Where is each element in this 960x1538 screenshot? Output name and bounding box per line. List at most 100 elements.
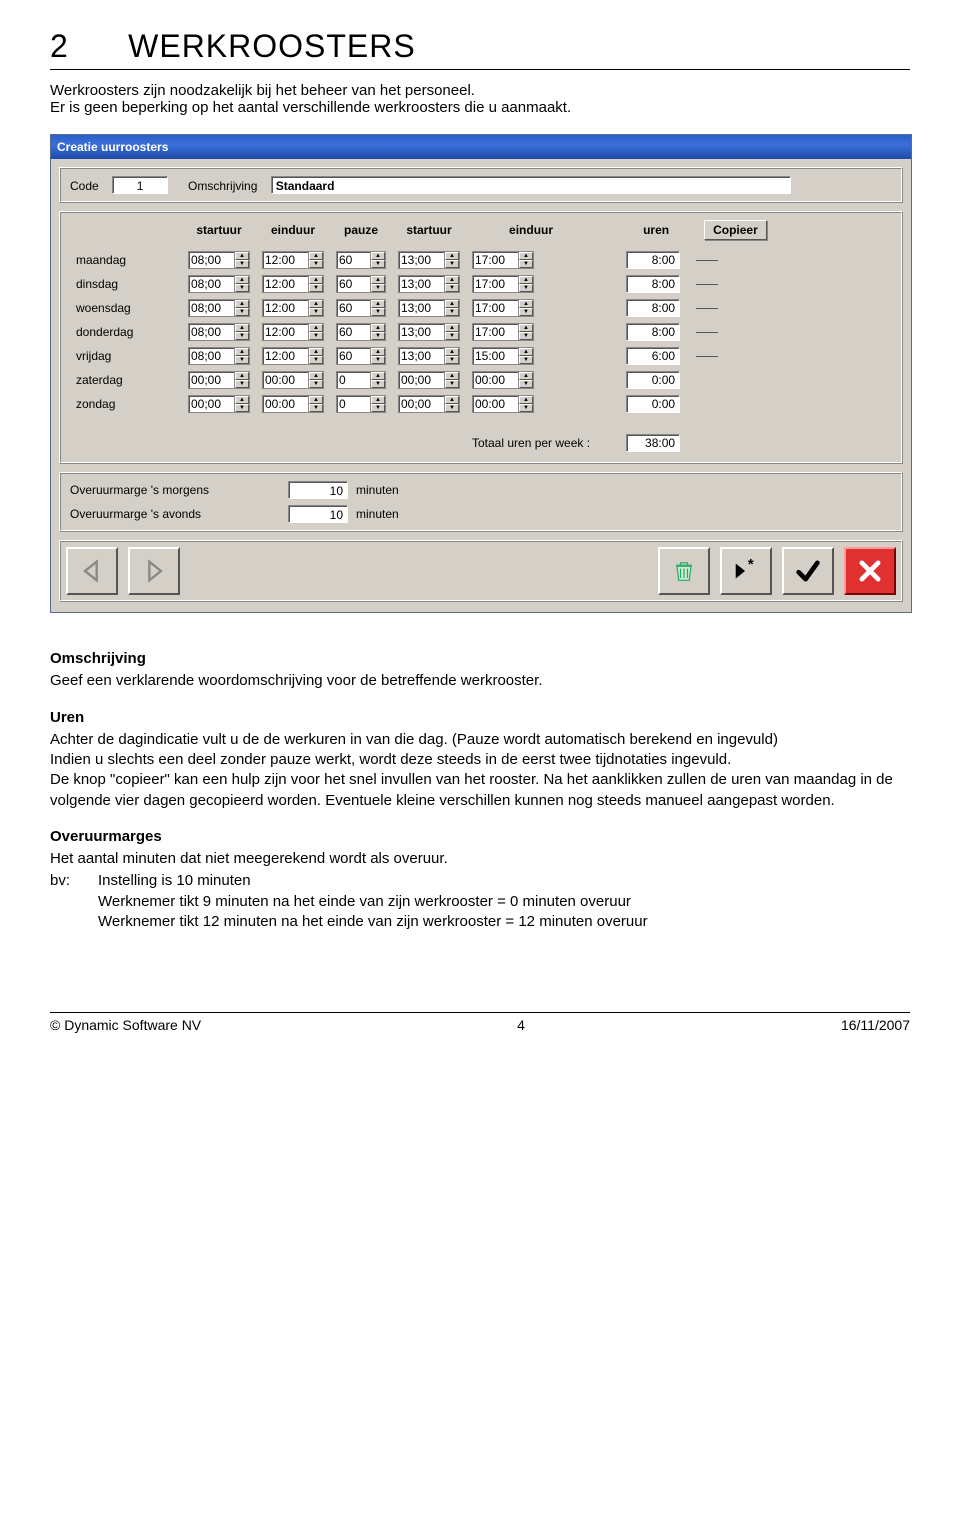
einduur1-spinner[interactable]: 12:00▲▼ — [262, 299, 324, 317]
new-button[interactable]: * — [720, 547, 772, 595]
einduur2-value[interactable]: 17:00 — [472, 251, 518, 269]
spinner-up-icon[interactable]: ▲ — [445, 348, 459, 356]
spinner-down-icon[interactable]: ▼ — [371, 404, 385, 412]
pauze-value[interactable]: 60 — [336, 275, 370, 293]
next-button[interactable] — [128, 547, 180, 595]
einduur1-spinner[interactable]: 12:00▲▼ — [262, 251, 324, 269]
startuur1-value[interactable]: 08;00 — [188, 299, 234, 317]
spinner-up-icon[interactable]: ▲ — [371, 348, 385, 356]
spinner-up-icon[interactable]: ▲ — [309, 276, 323, 284]
startuur1-value[interactable]: 08;00 — [188, 251, 234, 269]
startuur2-value[interactable]: 00;00 — [398, 371, 444, 389]
spinner-up-icon[interactable]: ▲ — [309, 396, 323, 404]
einduur2-value[interactable]: 15:00 — [472, 347, 518, 365]
spinner-down-icon[interactable]: ▼ — [235, 332, 249, 340]
spinner-down-icon[interactable]: ▼ — [309, 260, 323, 268]
spinner-down-icon[interactable]: ▼ — [445, 332, 459, 340]
margin-morning-input[interactable]: 10 — [288, 481, 348, 499]
margin-evening-input[interactable]: 10 — [288, 505, 348, 523]
spinner-up-icon[interactable]: ▲ — [235, 276, 249, 284]
pauze-value[interactable]: 0 — [336, 395, 370, 413]
einduur1-value[interactable]: 12:00 — [262, 299, 308, 317]
startuur2-value[interactable]: 13;00 — [398, 299, 444, 317]
einduur1-spinner[interactable]: 00:00▲▼ — [262, 395, 324, 413]
einduur2-spinner[interactable]: 17:00▲▼ — [472, 323, 534, 341]
pauze-value[interactable]: 60 — [336, 251, 370, 269]
spinner-down-icon[interactable]: ▼ — [371, 260, 385, 268]
startuur2-spinner[interactable]: 13;00▲▼ — [398, 275, 460, 293]
spinner-up-icon[interactable]: ▲ — [309, 252, 323, 260]
spinner-up-icon[interactable]: ▲ — [235, 252, 249, 260]
einduur2-value[interactable]: 17:00 — [472, 275, 518, 293]
spinner-up-icon[interactable]: ▲ — [519, 396, 533, 404]
startuur2-spinner[interactable]: 13;00▲▼ — [398, 299, 460, 317]
startuur1-spinner[interactable]: 08;00▲▼ — [188, 251, 250, 269]
einduur1-value[interactable]: 12:00 — [262, 275, 308, 293]
code-input[interactable]: 1 — [112, 176, 168, 194]
spinner-up-icon[interactable]: ▲ — [371, 276, 385, 284]
spinner-up-icon[interactable]: ▲ — [371, 324, 385, 332]
startuur1-spinner[interactable]: 08;00▲▼ — [188, 347, 250, 365]
einduur2-spinner[interactable]: 17:00▲▼ — [472, 275, 534, 293]
einduur2-spinner[interactable]: 00:00▲▼ — [472, 371, 534, 389]
spinner-down-icon[interactable]: ▼ — [235, 404, 249, 412]
spinner-up-icon[interactable]: ▲ — [235, 300, 249, 308]
startuur1-value[interactable]: 00;00 — [188, 371, 234, 389]
pauze-spinner[interactable]: 60▲▼ — [336, 347, 386, 365]
einduur1-value[interactable]: 12:00 — [262, 251, 308, 269]
pauze-spinner[interactable]: 60▲▼ — [336, 323, 386, 341]
spinner-up-icon[interactable]: ▲ — [519, 300, 533, 308]
spinner-up-icon[interactable]: ▲ — [371, 252, 385, 260]
startuur2-spinner[interactable]: 13;00▲▼ — [398, 323, 460, 341]
einduur2-value[interactable]: 17:00 — [472, 323, 518, 341]
einduur1-value[interactable]: 12:00 — [262, 347, 308, 365]
spinner-down-icon[interactable]: ▼ — [445, 404, 459, 412]
spinner-up-icon[interactable]: ▲ — [519, 324, 533, 332]
pauze-spinner[interactable]: 0▲▼ — [336, 395, 386, 413]
prev-button[interactable] — [66, 547, 118, 595]
spinner-up-icon[interactable]: ▲ — [519, 276, 533, 284]
spinner-up-icon[interactable]: ▲ — [519, 372, 533, 380]
spinner-up-icon[interactable]: ▲ — [235, 348, 249, 356]
spinner-down-icon[interactable]: ▼ — [445, 260, 459, 268]
spinner-down-icon[interactable]: ▼ — [519, 404, 533, 412]
spinner-down-icon[interactable]: ▼ — [309, 380, 323, 388]
spinner-up-icon[interactable]: ▲ — [371, 372, 385, 380]
spinner-up-icon[interactable]: ▲ — [445, 324, 459, 332]
spinner-down-icon[interactable]: ▼ — [445, 380, 459, 388]
delete-button[interactable] — [658, 547, 710, 595]
spinner-down-icon[interactable]: ▼ — [371, 380, 385, 388]
spinner-down-icon[interactable]: ▼ — [519, 356, 533, 364]
spinner-down-icon[interactable]: ▼ — [309, 356, 323, 364]
startuur1-spinner[interactable]: 08;00▲▼ — [188, 275, 250, 293]
spinner-up-icon[interactable]: ▲ — [445, 276, 459, 284]
spinner-up-icon[interactable]: ▲ — [371, 300, 385, 308]
spinner-down-icon[interactable]: ▼ — [235, 380, 249, 388]
startuur2-value[interactable]: 00;00 — [398, 395, 444, 413]
pauze-spinner[interactable]: 0▲▼ — [336, 371, 386, 389]
einduur1-value[interactable]: 00:00 — [262, 371, 308, 389]
einduur1-spinner[interactable]: 12:00▲▼ — [262, 347, 324, 365]
startuur1-value[interactable]: 08;00 — [188, 275, 234, 293]
einduur2-spinner[interactable]: 17:00▲▼ — [472, 299, 534, 317]
spinner-down-icon[interactable]: ▼ — [309, 284, 323, 292]
spinner-up-icon[interactable]: ▲ — [519, 252, 533, 260]
startuur2-spinner[interactable]: 00;00▲▼ — [398, 371, 460, 389]
desc-input[interactable]: Standaard — [271, 176, 791, 194]
spinner-up-icon[interactable]: ▲ — [309, 300, 323, 308]
startuur1-spinner[interactable]: 00;00▲▼ — [188, 371, 250, 389]
pauze-value[interactable]: 60 — [336, 323, 370, 341]
spinner-up-icon[interactable]: ▲ — [445, 396, 459, 404]
spinner-up-icon[interactable]: ▲ — [235, 372, 249, 380]
accept-button[interactable] — [782, 547, 834, 595]
pauze-value[interactable]: 0 — [336, 371, 370, 389]
startuur1-value[interactable]: 08;00 — [188, 347, 234, 365]
spinner-down-icon[interactable]: ▼ — [371, 356, 385, 364]
startuur2-spinner[interactable]: 13;00▲▼ — [398, 347, 460, 365]
spinner-down-icon[interactable]: ▼ — [371, 308, 385, 316]
spinner-down-icon[interactable]: ▼ — [309, 404, 323, 412]
spinner-down-icon[interactable]: ▼ — [235, 356, 249, 364]
spinner-down-icon[interactable]: ▼ — [445, 308, 459, 316]
spinner-up-icon[interactable]: ▲ — [445, 252, 459, 260]
startuur2-spinner[interactable]: 00;00▲▼ — [398, 395, 460, 413]
